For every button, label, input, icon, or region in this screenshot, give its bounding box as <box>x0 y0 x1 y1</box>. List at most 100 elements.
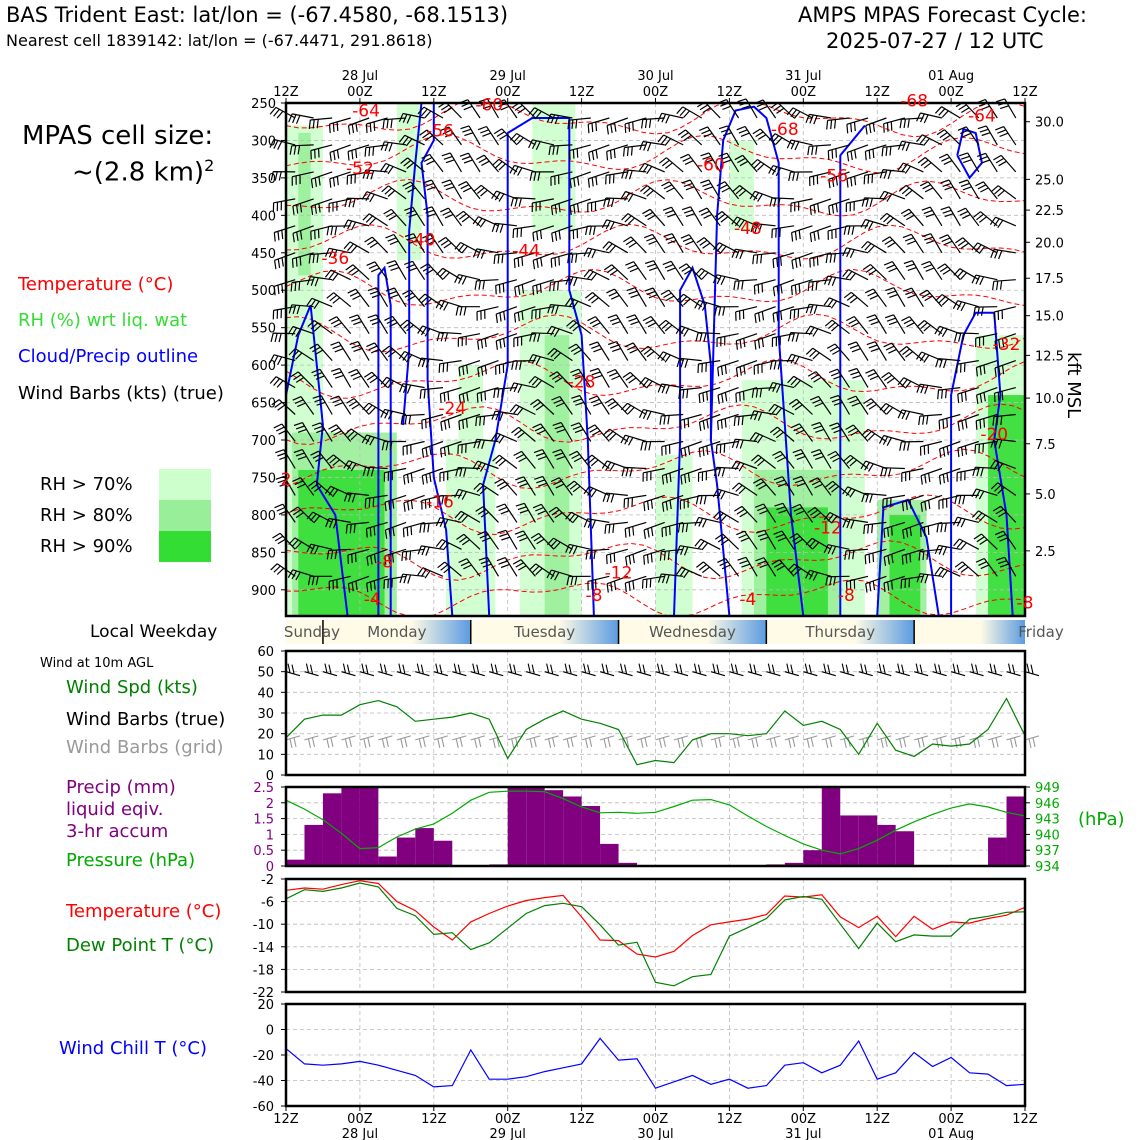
cloud-outline <box>402 102 454 617</box>
precip-pressure-panel <box>281 785 1030 868</box>
wind-barb <box>528 139 555 150</box>
legend-temperature: Temperature (°C) <box>18 274 174 295</box>
isotherm-line <box>285 540 1026 581</box>
time-tick-bottom-label: 12Z <box>421 1112 447 1127</box>
wind-barb <box>902 233 924 254</box>
wind-barb <box>973 533 998 550</box>
wind-barb <box>661 467 684 485</box>
pressure-tick-label: 934 <box>1035 860 1060 875</box>
cloud-outline <box>839 124 866 616</box>
wind-barb <box>658 157 684 173</box>
wind-barb <box>736 530 758 550</box>
wind-barb <box>811 421 832 442</box>
wind-barb-grid <box>747 735 763 748</box>
precip-liquid-label: liquid eqiv. <box>66 799 164 820</box>
precip-label: Precip (mm) <box>66 777 176 798</box>
precip-bar <box>803 850 822 866</box>
wind-barb <box>659 548 684 561</box>
wind-barb <box>884 314 906 335</box>
wind-barb <box>698 440 721 458</box>
time-tick-top-label: 00Z <box>938 85 964 100</box>
date-label-top: 30 Jul <box>637 69 673 84</box>
windchill-line <box>285 1037 1026 1089</box>
temperature-contour-label: -48 <box>734 219 762 239</box>
wind-barb <box>477 333 499 350</box>
wind-barb <box>826 343 850 361</box>
wind-barb <box>789 532 813 550</box>
wind-barb <box>696 561 721 577</box>
value-tick-label: 2 <box>266 797 274 812</box>
date-label-top: 28 Jul <box>342 69 378 84</box>
wind-barb <box>920 521 943 538</box>
wind-barb <box>403 260 426 281</box>
wind-barb <box>546 537 573 550</box>
wind-barb <box>423 206 444 227</box>
wind-barb-true <box>433 663 448 677</box>
wind-barb <box>865 117 887 135</box>
wind-barb-true <box>913 663 929 677</box>
date-label-bottom: 28 Jul <box>342 1127 378 1140</box>
time-tick-top-label: 00Z <box>347 85 373 100</box>
wind-barb <box>786 139 813 151</box>
wind-barb <box>750 222 776 234</box>
value-tick-label: -20 <box>253 1049 274 1064</box>
wind-barb <box>879 402 906 416</box>
wind-barb <box>639 140 665 152</box>
value-tick-label: -14 <box>253 941 274 956</box>
wind-barb <box>916 383 942 395</box>
wind-barb <box>809 225 832 243</box>
wind-barb <box>675 566 702 579</box>
height-tick-label: 17.5 <box>1035 272 1064 287</box>
wind-barb <box>552 449 573 469</box>
temperature-panel-frame <box>284 877 1027 994</box>
wind-barb <box>398 350 425 363</box>
wind-barb <box>901 467 924 482</box>
wind-barb <box>825 480 850 496</box>
wind10m-header: Wind at 10m AGL <box>40 656 154 671</box>
wind-barb <box>731 482 758 496</box>
forecast-cycle-label: AMPS MPAS Forecast Cycle: <box>798 3 1087 27</box>
wind-barb <box>660 289 684 308</box>
wind-barb <box>566 480 592 496</box>
wind-barb <box>403 467 425 485</box>
wind-barb <box>681 206 703 227</box>
wind-barb <box>717 413 739 430</box>
wind-barb <box>511 426 536 442</box>
wind-barb <box>328 198 351 213</box>
wind-barb <box>477 360 499 377</box>
wind-barb <box>366 342 389 361</box>
wind-barb <box>901 316 924 335</box>
wind-barb <box>454 510 481 523</box>
wind-barb <box>807 371 832 389</box>
value-tick-label: -6 <box>261 896 274 911</box>
wind-barb <box>293 449 315 469</box>
wind-barb <box>565 275 591 287</box>
wind-barb <box>306 297 333 310</box>
wind-barb <box>953 538 980 550</box>
wind-barb <box>496 503 518 523</box>
pressure-tick-label: 550 <box>251 322 276 337</box>
wind-barb <box>477 530 499 550</box>
wind-barb <box>587 575 610 591</box>
wind-barb <box>662 206 684 227</box>
wind-barb <box>678 387 702 400</box>
wind-barb <box>716 333 739 348</box>
value-tick-label: -40 <box>253 1075 274 1090</box>
wind-barb-grid <box>1024 735 1040 748</box>
temp-label: Temperature (°C) <box>66 901 222 922</box>
wind-barb <box>934 566 961 579</box>
wind-barb <box>677 521 702 533</box>
wind-barb-grid <box>285 735 301 748</box>
temperature-panel <box>281 877 1027 994</box>
wind-barb <box>385 287 407 308</box>
wind-barb <box>402 440 425 456</box>
wind-barb <box>547 347 573 362</box>
wind-barb <box>403 494 425 512</box>
wind-barb <box>805 569 832 581</box>
wind-barb <box>717 360 739 377</box>
wind-barb <box>676 545 702 556</box>
wind-barb <box>975 557 998 577</box>
wind-barb <box>936 521 961 533</box>
temperature-contour-label: -64 <box>352 101 380 121</box>
